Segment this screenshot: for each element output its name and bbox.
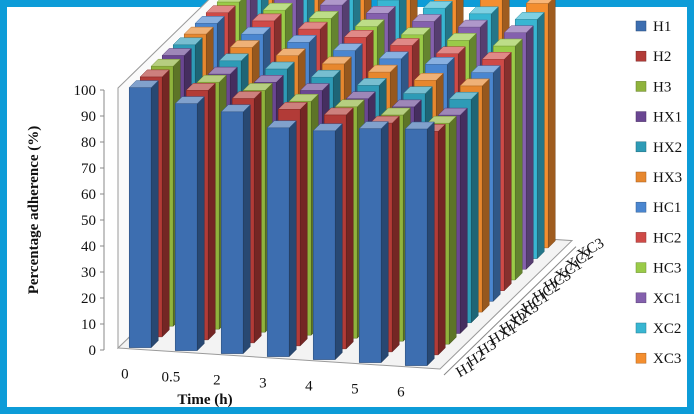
legend-swatch — [635, 81, 647, 92]
legend-label: H2 — [653, 49, 671, 65]
legend-label: H1 — [653, 19, 671, 35]
legend-swatch — [635, 232, 647, 243]
bar-h1-t0 — [128, 79, 159, 349]
z-tick-label: H3 — [476, 337, 500, 360]
y-tick-label: 20 — [81, 291, 96, 307]
legend: H1 H2 H3 HX1 HX2 HX3 HC1 HC2 HC3 XC1 XC2 XC3 — [635, 19, 682, 367]
x-axis-ticks: 0 0.5 2 3 4 5 6 — [121, 366, 405, 400]
legend-swatch — [635, 352, 647, 364]
legend-swatch — [635, 262, 647, 273]
x-tick-label: 2 — [213, 372, 221, 388]
legend-label: H3 — [653, 79, 671, 95]
x-tick-label: 0 — [121, 366, 129, 382]
y-tick-label: 70 — [81, 161, 96, 177]
bar-h1-t1 — [174, 95, 205, 352]
legend-swatch — [635, 201, 647, 213]
y-tick-label: 80 — [81, 135, 96, 151]
bar-h1-t3 — [266, 120, 297, 358]
bar-h1-t2 — [220, 104, 251, 355]
x-axis-title: Time (h) — [177, 392, 232, 408]
z-axis-line — [443, 246, 577, 376]
legend-label: HX2 — [653, 140, 682, 156]
legend-label: XC3 — [653, 351, 681, 367]
x-tick-label: 6 — [397, 384, 405, 400]
legend-label: XC1 — [653, 291, 681, 307]
x-tick-label: 3 — [259, 375, 267, 391]
z-tick-label: H2 — [465, 347, 489, 370]
legend-swatch — [635, 50, 647, 62]
y-axis-title: Percentage adherence (%) — [26, 126, 42, 295]
x-tick-label: 5 — [351, 381, 359, 397]
legend-label: HC3 — [653, 261, 681, 277]
legend-swatch — [635, 292, 647, 304]
y-tick-label: 30 — [81, 265, 96, 281]
y-tick-label: 90 — [81, 109, 96, 125]
y-axis-ticks: 0 10 20 30 40 50 60 70 80 90 100 — [74, 83, 104, 359]
z-tick-label: H1 — [454, 358, 478, 381]
legend-swatch — [635, 171, 647, 183]
bar-h1-t5 — [358, 120, 389, 364]
legend-label: HX1 — [653, 110, 682, 126]
legend-swatch — [635, 20, 647, 32]
legend-swatch — [635, 141, 647, 153]
legend-swatch — [635, 322, 647, 334]
y-tick-label: 0 — [89, 343, 97, 359]
y-tick-label: 10 — [81, 317, 96, 333]
y-tick-label: 60 — [81, 187, 96, 203]
x-tick-label: 4 — [305, 378, 313, 394]
legend-swatch — [635, 111, 647, 122]
legend-label: HX3 — [653, 170, 682, 186]
bar-h1-t6 — [404, 121, 435, 367]
bar-group — [128, 0, 556, 367]
y-tick-label: 100 — [74, 83, 97, 99]
legend-label: HC2 — [653, 230, 681, 246]
legend-label: XC2 — [653, 321, 681, 337]
x-tick-label: 0.5 — [162, 369, 181, 385]
legend-label: HC1 — [653, 200, 681, 216]
bar-h1-t4 — [312, 123, 343, 361]
y-tick-label: 50 — [81, 213, 96, 229]
y-tick-label: 40 — [81, 239, 96, 255]
